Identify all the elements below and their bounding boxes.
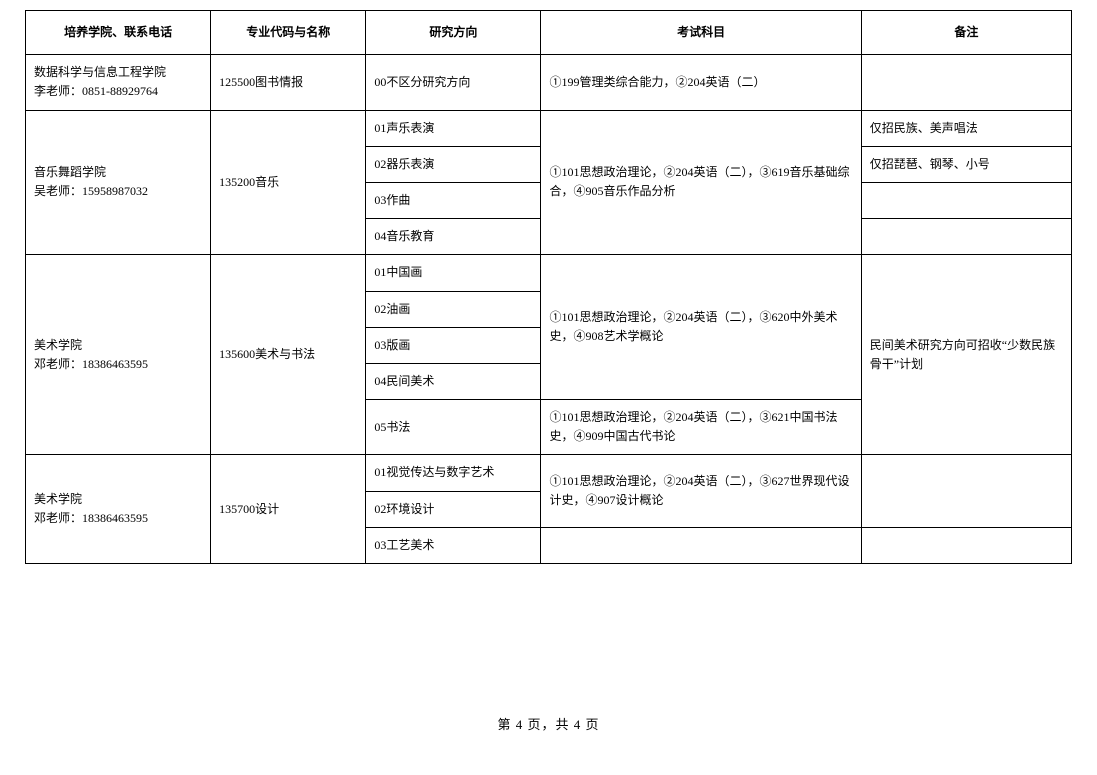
cell-major: 135200音乐: [211, 110, 366, 255]
cell-exam: [541, 527, 861, 563]
cell-direction: 03版画: [366, 327, 541, 363]
table-row: 数据科学与信息工程学院李老师：0851-88929764 125500图书情报 …: [26, 55, 1072, 110]
cell-note: [861, 219, 1071, 255]
table-row: 音乐舞蹈学院吴老师：15958987032 135200音乐 01声乐表演 ①1…: [26, 110, 1072, 146]
cell-direction: 01视觉传达与数字艺术: [366, 455, 541, 491]
cell-exam: ①101思想政治理论，②204英语（二），③621中国书法史，④909中国古代书…: [541, 400, 861, 455]
page-footer: 第 4 页，共 4 页: [25, 714, 1072, 733]
cell-exam: ①101思想政治理论，②204英语（二），③620中外美术史，④908艺术学概论: [541, 255, 861, 400]
header-exam: 考试科目: [541, 11, 861, 55]
table-header-row: 培养学院、联系电话 专业代码与名称 研究方向 考试科目 备注: [26, 11, 1072, 55]
header-major: 专业代码与名称: [211, 11, 366, 55]
cell-exam: ①101思想政治理论，②204英语（二），③619音乐基础综合，④905音乐作品…: [541, 110, 861, 255]
header-school: 培养学院、联系电话: [26, 11, 211, 55]
cell-direction: 01声乐表演: [366, 110, 541, 146]
cell-school: 数据科学与信息工程学院李老师：0851-88929764: [26, 55, 211, 110]
cell-major: 135700设计: [211, 455, 366, 564]
header-note: 备注: [861, 11, 1071, 55]
cell-major: 125500图书情报: [211, 55, 366, 110]
cell-note: 仅招民族、美声唱法: [861, 110, 1071, 146]
cell-major: 135600美术与书法: [211, 255, 366, 455]
cell-note: 民间美术研究方向可招收“少数民族骨干”计划: [861, 255, 1071, 455]
admission-table: 培养学院、联系电话 专业代码与名称 研究方向 考试科目 备注 数据科学与信息工程…: [25, 10, 1072, 564]
cell-exam: ①199管理类综合能力，②204英语（二）: [541, 55, 861, 110]
cell-direction: 02环境设计: [366, 491, 541, 527]
cell-direction: 03作曲: [366, 182, 541, 218]
cell-direction: 03工艺美术: [366, 527, 541, 563]
cell-direction: 00不区分研究方向: [366, 55, 541, 110]
cell-direction: 05书法: [366, 400, 541, 455]
cell-direction: 02器乐表演: [366, 146, 541, 182]
cell-note: [861, 55, 1071, 110]
header-direction: 研究方向: [366, 11, 541, 55]
cell-direction: 04音乐教育: [366, 219, 541, 255]
cell-direction: 01中国画: [366, 255, 541, 291]
cell-note: [861, 527, 1071, 563]
cell-school: 美术学院邓老师：18386463595: [26, 255, 211, 455]
cell-note: 仅招琵琶、钢琴、小号: [861, 146, 1071, 182]
cell-school: 音乐舞蹈学院吴老师：15958987032: [26, 110, 211, 255]
table-row: 美术学院邓老师：18386463595 135600美术与书法 01中国画 ①1…: [26, 255, 1072, 291]
cell-note: [861, 455, 1071, 527]
cell-school: 美术学院邓老师：18386463595: [26, 455, 211, 564]
cell-direction: 02油画: [366, 291, 541, 327]
cell-direction: 04民间美术: [366, 363, 541, 399]
cell-note: [861, 182, 1071, 218]
table-row: 美术学院邓老师：18386463595 135700设计 01视觉传达与数字艺术…: [26, 455, 1072, 491]
cell-exam: ①101思想政治理论，②204英语（二），③627世界现代设计史，④907设计概…: [541, 455, 861, 527]
